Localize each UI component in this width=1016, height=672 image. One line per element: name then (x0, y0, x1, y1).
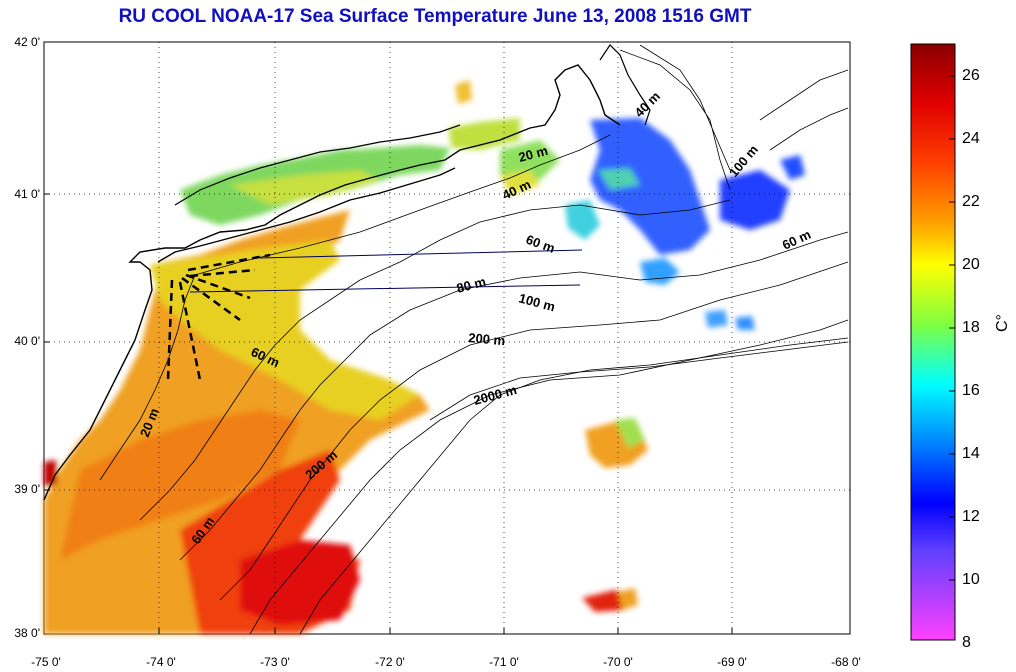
isobath-200m (299, 337, 849, 635)
sst-cold-4 (640, 258, 680, 285)
long-island-coast (157, 167, 456, 263)
sst-south-hot-2 (240, 540, 360, 625)
isobath-label-200m-a: 200 m (468, 330, 506, 348)
sst-eddy-2 (582, 590, 630, 612)
coastline (43, 64, 621, 501)
isobath-80m (219, 261, 849, 601)
colorbar-label-16: 16 (962, 382, 980, 399)
colorbar-unit: C° (994, 314, 1011, 332)
colorbar-label-8: 8 (962, 634, 971, 651)
lat-label-40: 40 0' (14, 334, 40, 348)
lon-label-74: -74 0' (146, 655, 176, 669)
lon-label-72: -72 0' (375, 655, 405, 669)
sst-cold-6 (735, 316, 755, 330)
sst-cold-2 (720, 170, 790, 230)
lon-label-70: -70 0' (603, 655, 633, 669)
map-title: RU COOL NOAA-17 Sea Surface Temperature … (118, 6, 752, 27)
lon-label-75: -75 0' (31, 655, 61, 669)
lat-label-38: 38 0' (14, 626, 40, 640)
frame-ticks (44, 193, 733, 634)
lon-label-73: -73 0' (260, 655, 290, 669)
colorbar-label-10: 10 (962, 571, 980, 588)
lon-label-71: -71 0' (489, 655, 519, 669)
isobath-2000m (429, 341, 849, 421)
colorbar-label-18: 18 (962, 319, 980, 336)
sst-cold-3 (780, 155, 805, 180)
sst-eddy-1b (615, 418, 645, 448)
colorbar (910, 43, 956, 641)
lat-label-41: 41 0' (14, 187, 40, 201)
sst-east-yellow (500, 170, 540, 195)
colorbar-ticks (949, 75, 955, 581)
isobath-label-20m-a: 20 m (517, 143, 550, 165)
isobath-20m (99, 134, 611, 481)
colorbar-label-20: 20 (962, 256, 980, 273)
sst-cold-1 (590, 118, 710, 255)
sst-eddy-2b (618, 588, 638, 610)
isobath-100m (249, 319, 849, 635)
glider-tracks (166, 253, 271, 381)
transect-lines (189, 249, 583, 293)
colorbar-label-24: 24 (962, 130, 980, 147)
isobath-40m (139, 199, 731, 521)
cape-cod (599, 44, 651, 126)
isobath-label-80m: 80 m (455, 274, 488, 296)
lat-label-42: 42 0' (14, 35, 40, 49)
graticule (44, 42, 850, 634)
ct-coast (174, 124, 461, 206)
sst-sound-yellow (230, 170, 380, 205)
colorbar-label-22: 22 (962, 193, 980, 210)
sst-cold-5 (705, 310, 728, 328)
colorbar-label-12: 12 (962, 508, 980, 525)
sst-north-patch-1 (448, 118, 520, 150)
sst-middle-orange (60, 410, 300, 560)
sst-north-patch-2 (455, 80, 472, 104)
colorbar-label-26: 26 (962, 67, 980, 84)
sst-hot-left (44, 460, 57, 486)
lon-label-68: -68 0' (831, 655, 861, 669)
sst-cyan-1 (565, 200, 600, 240)
colorbar-label-14: 14 (962, 445, 980, 462)
gulf-of-maine-contours (619, 44, 849, 191)
sst-cyan-2 (598, 168, 640, 190)
lon-label-69: -69 0' (717, 655, 747, 669)
lat-label-39: 39 0' (14, 482, 40, 496)
